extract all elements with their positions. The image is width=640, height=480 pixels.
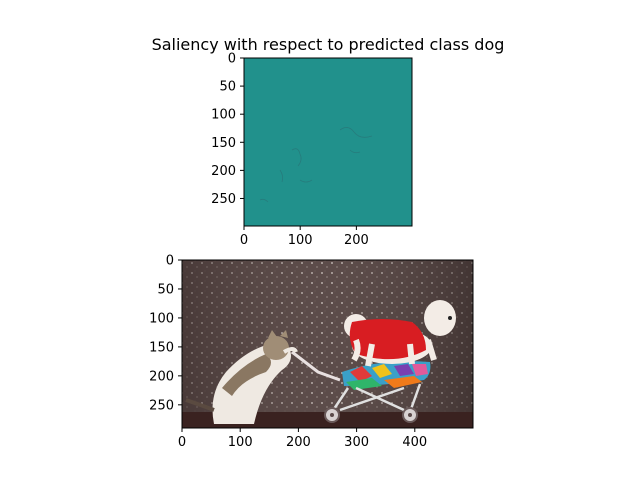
saliency-map [244, 58, 412, 226]
saliency-y-ticks: 0 50 100 150 200 250 [211, 52, 244, 207]
photo-y-tick-label: 250 [149, 398, 174, 413]
photo-x-tick-label: 100 [228, 435, 253, 450]
photo-x-ticks: 0 100 200 300 400 [178, 428, 427, 450]
cat [185, 330, 298, 424]
photo-axes: 0 100 200 300 400 0 50 100 150 200 250 [149, 254, 474, 450]
dog [344, 300, 456, 367]
photo-frame [181, 259, 474, 429]
saliency-x-tick-label: 200 [344, 233, 369, 248]
saliency-y-tick-label: 0 [228, 52, 236, 67]
photo-y-tick-label: 100 [149, 311, 174, 326]
photo-y-tick-label: 200 [149, 369, 174, 384]
photo-y-tick-label: 50 [157, 282, 174, 297]
photo-x-tick-label: 200 [286, 435, 311, 450]
photo-x-tick-label: 400 [402, 435, 427, 450]
saliency-x-tick-label: 100 [288, 233, 313, 248]
saliency-y-tick-label: 100 [211, 108, 236, 123]
saliency-texture [259, 127, 373, 203]
saliency-y-tick-label: 150 [211, 136, 236, 151]
saliency-y-tick-label: 50 [219, 80, 236, 95]
photo-y-tick-label: 150 [149, 340, 174, 355]
photo-x-tick-label: 300 [344, 435, 369, 450]
figure-title: Saliency with respect to predicted class… [152, 35, 505, 54]
stroller [291, 350, 431, 423]
saliency-y-tick-label: 250 [211, 192, 236, 207]
saliency-y-tick-label: 200 [211, 164, 236, 179]
saliency-x-tick-label: 0 [240, 233, 248, 248]
photo [182, 260, 473, 428]
photo-y-ticks: 0 50 100 150 200 250 [149, 254, 182, 413]
saliency-axes: 0 100 200 0 50 100 150 200 250 [211, 52, 413, 248]
photo-x-tick-label: 0 [178, 435, 186, 450]
photo-y-tick-label: 0 [166, 254, 174, 269]
saliency-x-ticks: 0 100 200 [240, 226, 369, 248]
